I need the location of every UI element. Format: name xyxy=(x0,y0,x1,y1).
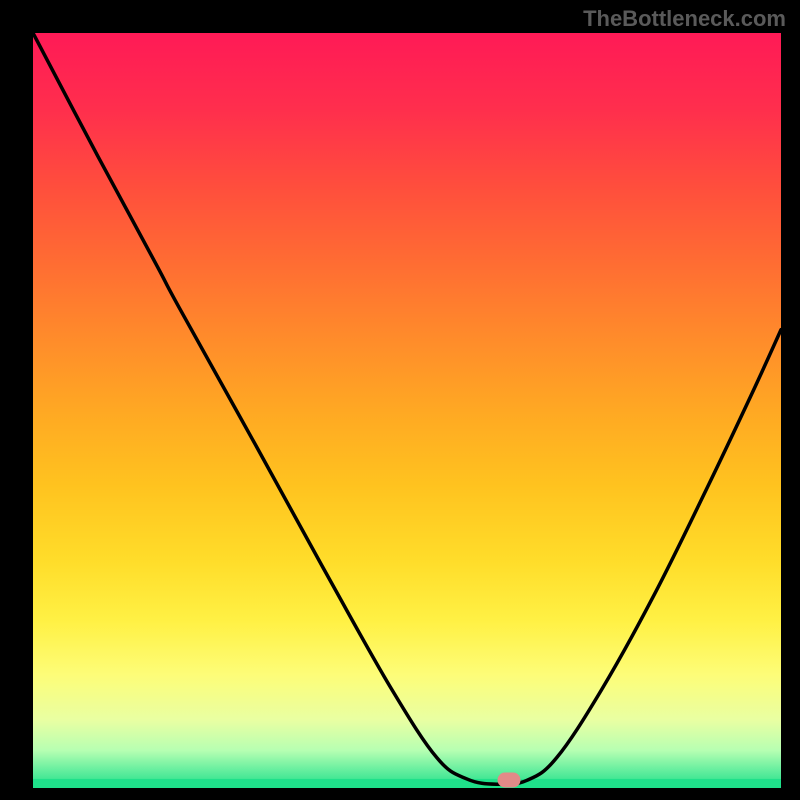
attribution-watermark: TheBottleneck.com xyxy=(583,6,786,32)
bottleneck-curve xyxy=(33,33,781,788)
chart-area xyxy=(33,33,781,788)
optimal-point-marker xyxy=(497,773,520,788)
